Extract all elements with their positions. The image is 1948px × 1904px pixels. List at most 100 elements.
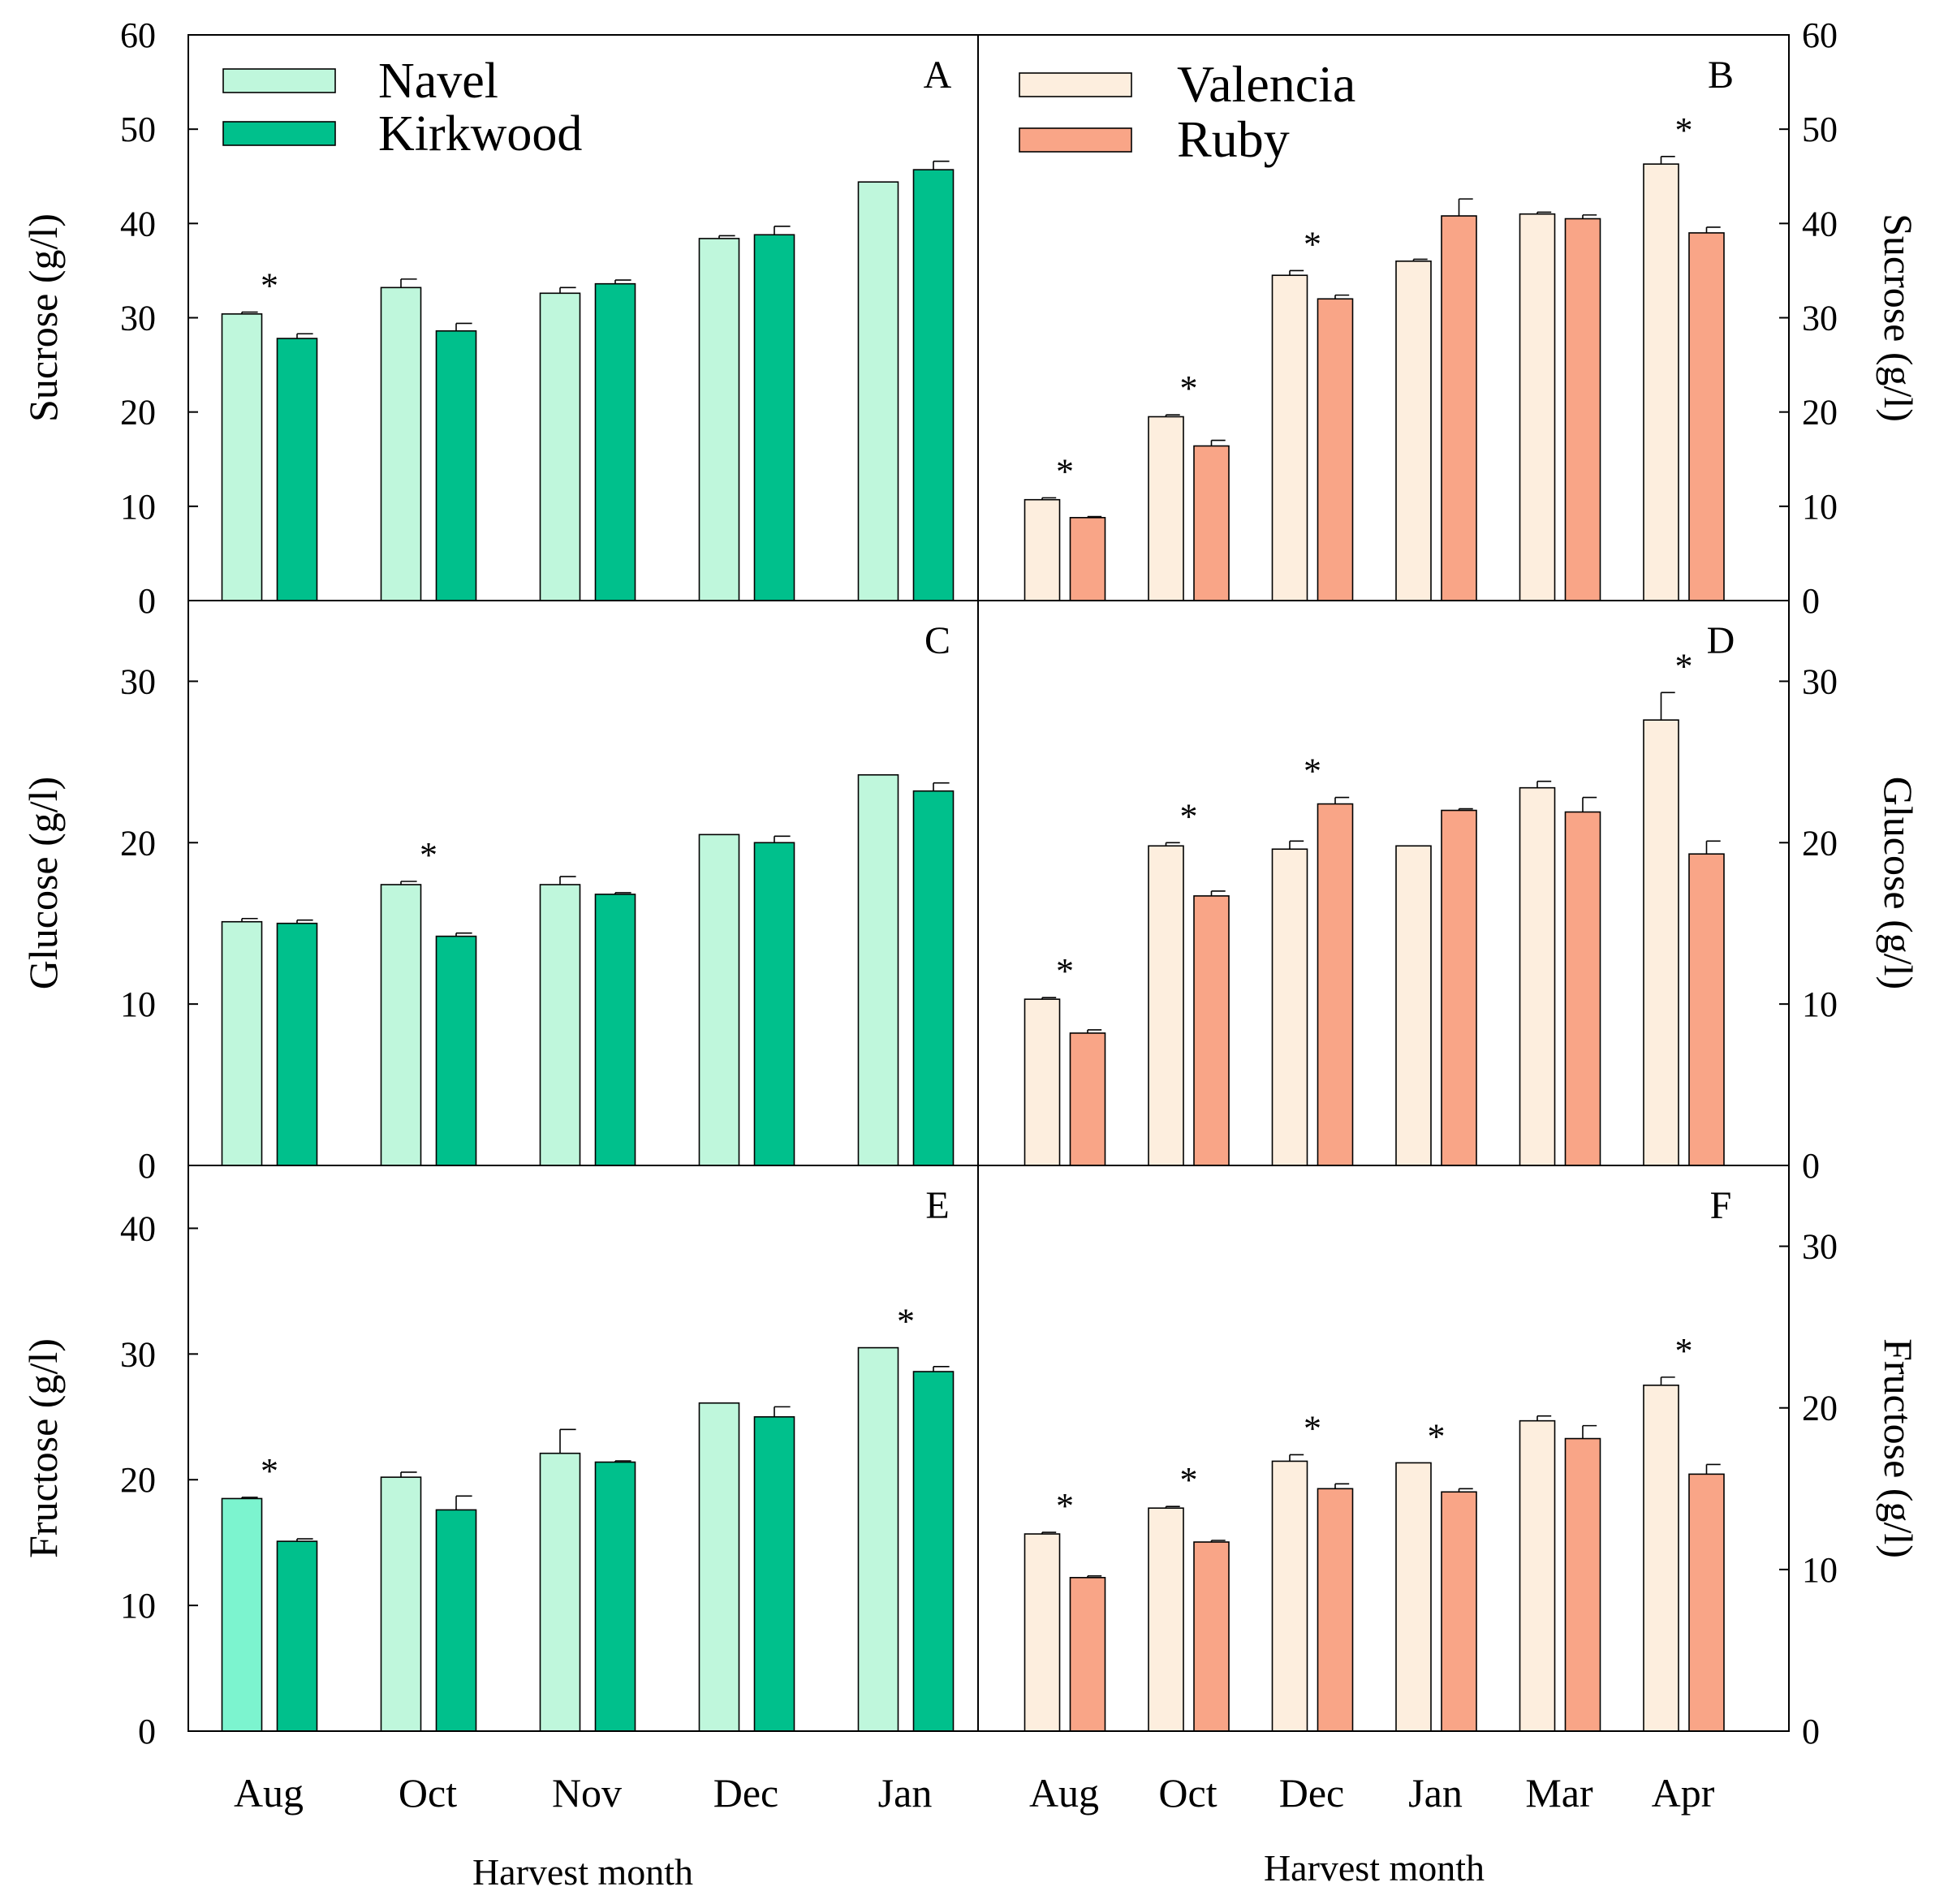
bar-valencia-aug (1024, 1533, 1061, 1732)
bar-valencia-aug (1024, 998, 1061, 1166)
bar-valencia-dec (1271, 1460, 1308, 1732)
significance-asterisk: * (261, 1451, 278, 1491)
bar-ruby-mar (1564, 1437, 1601, 1732)
bar-kirkwood-dec (753, 842, 795, 1166)
bar-navel-nov (539, 884, 581, 1166)
bar-kirkwood-dec (753, 1415, 795, 1732)
bar-valencia-dec (1271, 848, 1308, 1166)
significance-asterisk: * (1675, 110, 1693, 150)
y-tick-label: 10 (120, 487, 156, 527)
y-tick-label: 50 (120, 110, 156, 149)
bar-ruby-mar (1564, 811, 1601, 1166)
bar-ruby-oct (1193, 1541, 1230, 1732)
bar-valencia-oct (1148, 416, 1184, 601)
bar-navel-oct (380, 884, 422, 1166)
significance-asterisk: * (1056, 951, 1074, 991)
bar-kirkwood-oct (435, 935, 477, 1166)
y-tick-label: 10 (120, 1586, 156, 1626)
y-tick-label: 20 (1802, 393, 1838, 433)
panel-label: B (1708, 54, 1734, 97)
y-tick-label: 0 (138, 1712, 156, 1751)
bar-ruby-oct (1193, 895, 1230, 1166)
x-axis-title-right: Harvest month (1264, 1847, 1485, 1889)
y-tick-label: 10 (120, 984, 156, 1024)
bar-kirkwood-aug (276, 922, 318, 1166)
bar-valencia-apr (1643, 1385, 1679, 1732)
y-tick-label: 50 (1802, 110, 1838, 149)
bar-navel-jan (857, 773, 899, 1166)
x-tick-label-dec: Dec (1279, 1770, 1345, 1816)
significance-asterisk: * (1304, 224, 1321, 264)
y-tick-label: 0 (1802, 1146, 1820, 1186)
x-tick-label-aug: Aug (1029, 1770, 1099, 1816)
y-axis-title: Fructose (g/l) (20, 1338, 66, 1558)
y-tick-label: 30 (1802, 661, 1838, 701)
bar-kirkwood-nov (594, 894, 636, 1166)
bar-ruby-jan (1441, 809, 1477, 1166)
legend-label-valencia: Valencia (1177, 55, 1355, 113)
y-tick-label: 60 (1802, 15, 1838, 55)
panel-label: D (1707, 619, 1735, 662)
bar-valencia-apr (1643, 163, 1679, 601)
significance-asterisk: * (1056, 451, 1074, 491)
significance-asterisk: * (1056, 1486, 1074, 1526)
panel-label: A (924, 54, 952, 97)
x-tick-label-oct: Oct (1158, 1770, 1217, 1816)
significance-asterisk: * (1675, 646, 1693, 686)
x-tick-label-oct: Oct (399, 1770, 457, 1816)
bar-navel-jan (857, 181, 899, 601)
y-tick-label: 20 (120, 823, 156, 863)
panel-e: 0 10 20 30 40 Fructose (g/l) E * * Aug Oct Nov Dec Ja… (20, 1184, 955, 1816)
x-tick-label-dec: Dec (713, 1770, 779, 1816)
bar-kirkwood-oct (435, 1509, 477, 1732)
y-tick-label: 30 (1802, 1227, 1838, 1267)
bar-valencia-jan (1395, 260, 1432, 601)
bar-navel-jan (857, 1346, 899, 1732)
x-tick-label-jan: Jan (1408, 1770, 1463, 1816)
bar-ruby-apr (1688, 853, 1725, 1166)
bar-ruby-aug (1069, 1577, 1106, 1732)
legend-swatch-ruby (1019, 127, 1132, 153)
y-tick-label: 40 (120, 204, 156, 243)
y-tick-label: 40 (1802, 204, 1838, 243)
legend-swatch-navel (222, 68, 336, 93)
bar-kirkwood-jan (912, 1371, 955, 1732)
bar-ruby-oct (1193, 445, 1230, 601)
chart-panels: 0 10 20 30 40 50 60 Sucrose (g/l) A * NavelKirkwoo… (20, 15, 1921, 1816)
legend-swatch-kirkwood (222, 121, 336, 146)
bar-valencia-apr (1643, 719, 1679, 1166)
bar-valencia-oct (1148, 1507, 1184, 1732)
panel-d: 0 10 20 30 Glucose (g/l) D * * * * (1024, 619, 1921, 1186)
y-axis-title: Sucrose (g/l) (20, 213, 66, 422)
significance-asterisk: * (420, 835, 437, 875)
bar-ruby-apr (1688, 1473, 1725, 1732)
y-tick-label: 60 (120, 15, 156, 55)
bar-navel-aug (221, 313, 263, 601)
y-tick-label: 20 (120, 1460, 156, 1500)
y-tick-label: 0 (138, 581, 156, 621)
y-axis-title: Glucose (g/l) (20, 777, 66, 989)
y-axis-title: Fructose (g/l) (1876, 1338, 1921, 1558)
bar-kirkwood-aug (276, 338, 318, 601)
y-tick-label: 30 (120, 299, 156, 338)
bar-kirkwood-nov (594, 282, 636, 601)
y-tick-label: 10 (1802, 1550, 1838, 1590)
bar-kirkwood-oct (435, 330, 477, 601)
bar-navel-nov (539, 1452, 581, 1732)
y-tick-label: 40 (120, 1208, 156, 1248)
significance-asterisk: * (1675, 1331, 1693, 1371)
bar-kirkwood-jan (912, 790, 955, 1166)
bar-ruby-dec (1317, 1488, 1354, 1732)
bar-valencia-mar (1519, 213, 1556, 601)
x-tick-label-nov: Nov (552, 1770, 622, 1816)
bar-navel-dec (698, 1402, 740, 1732)
bar-valencia-oct (1148, 845, 1184, 1166)
significance-asterisk: * (1304, 752, 1321, 791)
bar-navel-oct (380, 286, 422, 601)
y-axis-title: Glucose (g/l) (1876, 777, 1921, 989)
bar-navel-nov (539, 292, 581, 601)
legend-label-ruby: Ruby (1177, 110, 1290, 168)
y-tick-label: 0 (1802, 1712, 1820, 1751)
bar-valencia-jan (1395, 845, 1432, 1166)
bar-valencia-aug (1024, 498, 1061, 601)
